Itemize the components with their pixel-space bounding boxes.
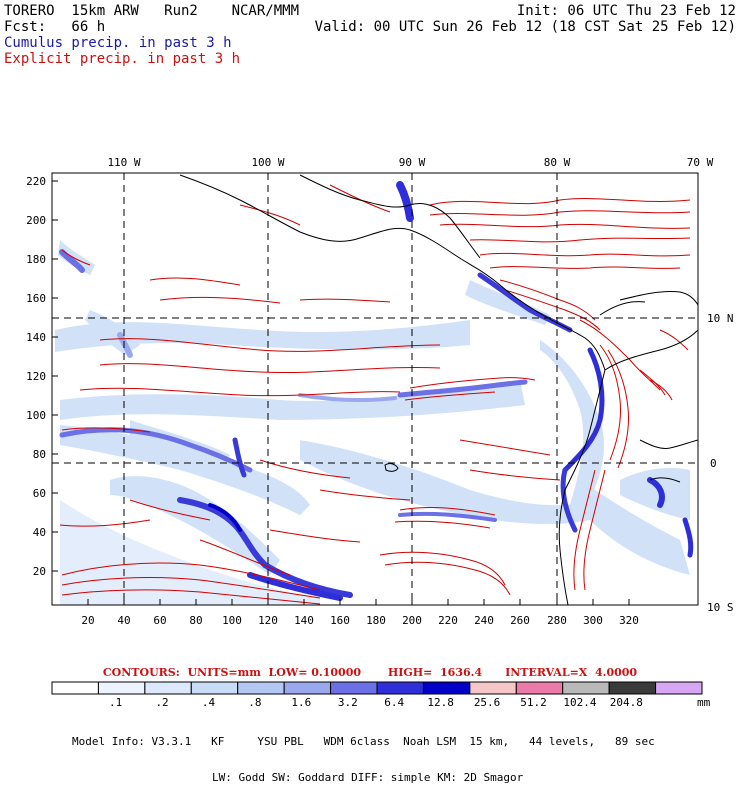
y-tick-label: 200	[26, 214, 46, 227]
colorbar-swatch	[655, 681, 703, 695]
colorbar-label: 51.2	[520, 696, 547, 709]
colorbar-swatch	[562, 681, 610, 695]
x-tick-label: 260	[510, 614, 530, 627]
map-frame	[51, 172, 699, 606]
contour-info: CONTOURS: UNITS=mm LOW= 0.10000 HIGH= 16…	[102, 666, 638, 679]
y-tick-label: 60	[33, 487, 46, 500]
colorbar-label: 3.2	[338, 696, 358, 709]
colorbar-label: 6.4	[384, 696, 404, 709]
x-tick-label: 300	[583, 614, 603, 627]
cumulus-precip-shading	[55, 240, 690, 605]
y-tick-label: 180	[26, 253, 46, 266]
colorbar-swatch	[97, 681, 146, 695]
x-tick-label: 240	[474, 614, 494, 627]
x-tick-label: 220	[438, 614, 458, 627]
y-tick-label: 120	[26, 370, 46, 383]
precip-colorbar	[51, 681, 703, 695]
lat-label-10n: 10 N	[707, 312, 734, 325]
colorbar-label: 102.4	[563, 696, 596, 709]
colorbar-unit: mm	[697, 696, 711, 709]
map-background	[52, 173, 698, 605]
y-tick-label: 160	[26, 292, 46, 305]
colorbar-label: 12.8	[427, 696, 454, 709]
colorbar-swatch	[283, 681, 332, 695]
colorbar-label: 25.6	[474, 696, 501, 709]
x-tick-label: 40	[117, 614, 130, 627]
colorbar-swatch	[237, 681, 285, 695]
x-tick-label: 100	[222, 614, 242, 627]
colorbar-label: .2	[155, 696, 168, 709]
model-info-line2: LW: Godd SW: Goddard DIFF: simple KM: 2D…	[212, 771, 524, 784]
colorbar-label: .8	[248, 696, 261, 709]
lon-label-70w: 70 W	[687, 156, 714, 169]
colorbar-label: .4	[202, 696, 216, 709]
x-tick-label: 280	[547, 614, 567, 627]
model-info: Model Info: V3.3.1 KF YSU PBL WDM 6class…	[72, 712, 655, 796]
x-axis	[87, 599, 630, 605]
x-tick-label: 60	[153, 614, 166, 627]
x-tick-label: 180	[366, 614, 386, 627]
precipitation-map: 110 W 100 W 90 W 80 W 70 W 10 N 0 10 S 2…	[26, 156, 734, 709]
y-tick-label: 220	[26, 175, 46, 188]
y-tick-label: 80	[33, 448, 46, 461]
y-tick-label: 100	[26, 409, 46, 422]
lat-label-10s: 10 S	[707, 601, 734, 614]
lon-label-80w: 80 W	[544, 156, 571, 169]
graticule	[52, 173, 698, 605]
colorbar-label: 204.8	[610, 696, 643, 709]
y-axis	[52, 180, 58, 572]
colorbar-swatch	[190, 681, 239, 695]
x-tick-label: 20	[81, 614, 94, 627]
colorbar-swatch	[608, 681, 657, 695]
lat-label-0: 0	[710, 457, 717, 470]
field-cumulus-label: Cumulus precip. in past 3 h	[4, 35, 232, 51]
colorbar-label: .1	[109, 696, 122, 709]
header-title: TORERO 15km ARW Run2 NCAR/MMM	[4, 3, 300, 19]
colorbar-swatch	[515, 681, 564, 695]
forecast-hour: Fcst: 66 h	[4, 19, 106, 35]
valid-time: Valid: 00 UTC Sun 26 Feb 12 (18 CST Sat …	[314, 19, 736, 35]
colorbar-swatch	[469, 681, 517, 695]
x-tick-label: 200	[402, 614, 422, 627]
coastlines	[179, 174, 698, 605]
x-tick-label: 120	[258, 614, 278, 627]
lon-label-110w: 110 W	[107, 156, 140, 169]
x-tick-label: 80	[189, 614, 202, 627]
y-tick-label: 140	[26, 331, 46, 344]
map-fields	[55, 174, 698, 605]
cumulus-precip-bands	[59, 181, 694, 601]
x-tick-label: 140	[294, 614, 314, 627]
y-tick-label: 20	[33, 565, 46, 578]
lon-label-100w: 100 W	[251, 156, 284, 169]
x-tick-label: 320	[619, 614, 639, 627]
lon-label-90w: 90 W	[399, 156, 426, 169]
y-tick-label: 40	[33, 526, 46, 539]
field-explicit-label: Explicit precip. in past 3 h	[4, 51, 241, 67]
colorbar-swatch	[51, 681, 99, 695]
colorbar-swatch	[144, 681, 192, 695]
colorbar-swatch	[376, 681, 424, 695]
model-info-line1: Model Info: V3.3.1 KF YSU PBL WDM 6class…	[72, 735, 655, 748]
init-time: Init: 06 UTC Thu 23 Feb 12	[516, 3, 736, 19]
colorbar-swatch	[330, 681, 378, 695]
colorbar-label: 1.6	[291, 696, 311, 709]
colorbar-swatch	[422, 681, 471, 695]
x-tick-label: 160	[330, 614, 350, 627]
colorbar-labels: .1 .2 .4 .8 1.6 3.2 6.4 12.8 25.6 51.2 102.4 204.8	[109, 696, 643, 709]
